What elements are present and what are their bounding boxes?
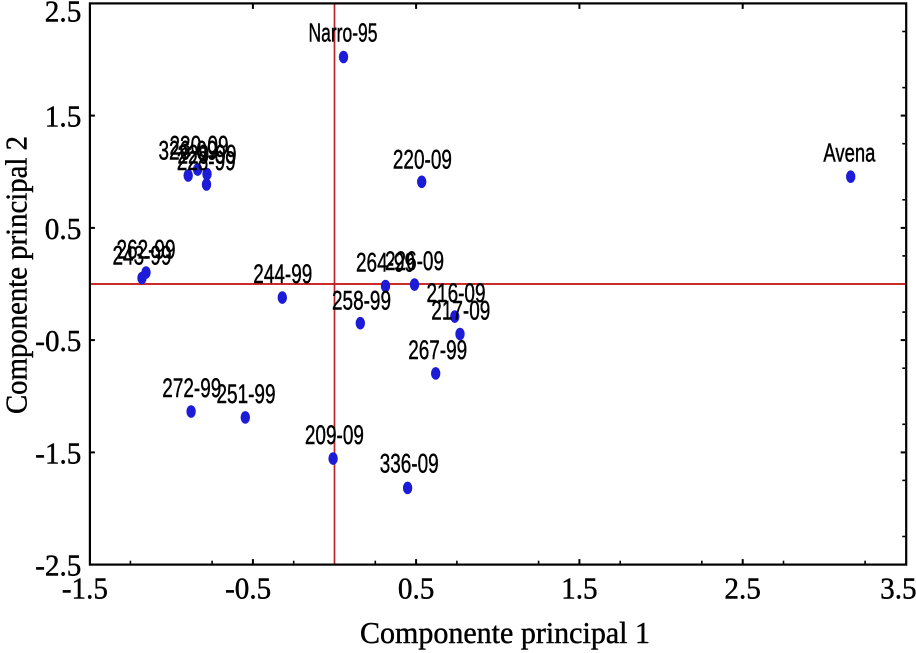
svg-text:209-09: 209-09 — [305, 420, 364, 450]
svg-text:Componente principal 1: Componente principal 1 — [360, 615, 650, 650]
svg-text:272-99: 272-99 — [162, 373, 221, 403]
svg-text:228-99: 228-99 — [177, 146, 236, 176]
svg-text:226-09: 226-09 — [385, 246, 444, 276]
svg-text:0.5: 0.5 — [45, 211, 82, 246]
svg-text:2.5: 2.5 — [45, 0, 82, 28]
svg-text:264-99: 264-99 — [356, 248, 415, 278]
svg-text:262-99: 262-99 — [117, 235, 176, 265]
svg-text:Componente principal 2: Componente principal 2 — [0, 136, 34, 414]
svg-text:267-99: 267-99 — [408, 335, 467, 365]
svg-text:0.5: 0.5 — [398, 570, 435, 605]
svg-text:Avena: Avena — [823, 138, 875, 168]
svg-text:1.5: 1.5 — [45, 99, 82, 134]
svg-text:220-09: 220-09 — [393, 145, 452, 175]
svg-text:258-99: 258-99 — [332, 286, 391, 316]
svg-text:216-09: 216-09 — [427, 278, 486, 308]
svg-text:243-99: 243-99 — [113, 241, 172, 271]
svg-text:230-09: 230-09 — [170, 131, 229, 161]
svg-text:326-09: 326-09 — [159, 136, 218, 166]
svg-text:229-99: 229-99 — [178, 140, 237, 170]
svg-text:217-09: 217-09 — [431, 295, 490, 325]
svg-text:-0.5: -0.5 — [35, 323, 81, 358]
svg-text:3.5: 3.5 — [880, 570, 916, 605]
svg-text:251-99: 251-99 — [217, 379, 276, 409]
svg-text:-0.5: -0.5 — [225, 570, 271, 605]
svg-text:244-99: 244-99 — [253, 259, 312, 289]
svg-text:-2.5: -2.5 — [35, 548, 81, 583]
svg-text:-1.5: -1.5 — [35, 435, 81, 470]
svg-text:1.5: 1.5 — [561, 570, 598, 605]
svg-text:2.5: 2.5 — [724, 570, 761, 605]
svg-text:-1.5: -1.5 — [62, 570, 108, 605]
svg-text:336-09: 336-09 — [380, 449, 439, 479]
svg-text:Narro-95: Narro-95 — [309, 18, 378, 48]
